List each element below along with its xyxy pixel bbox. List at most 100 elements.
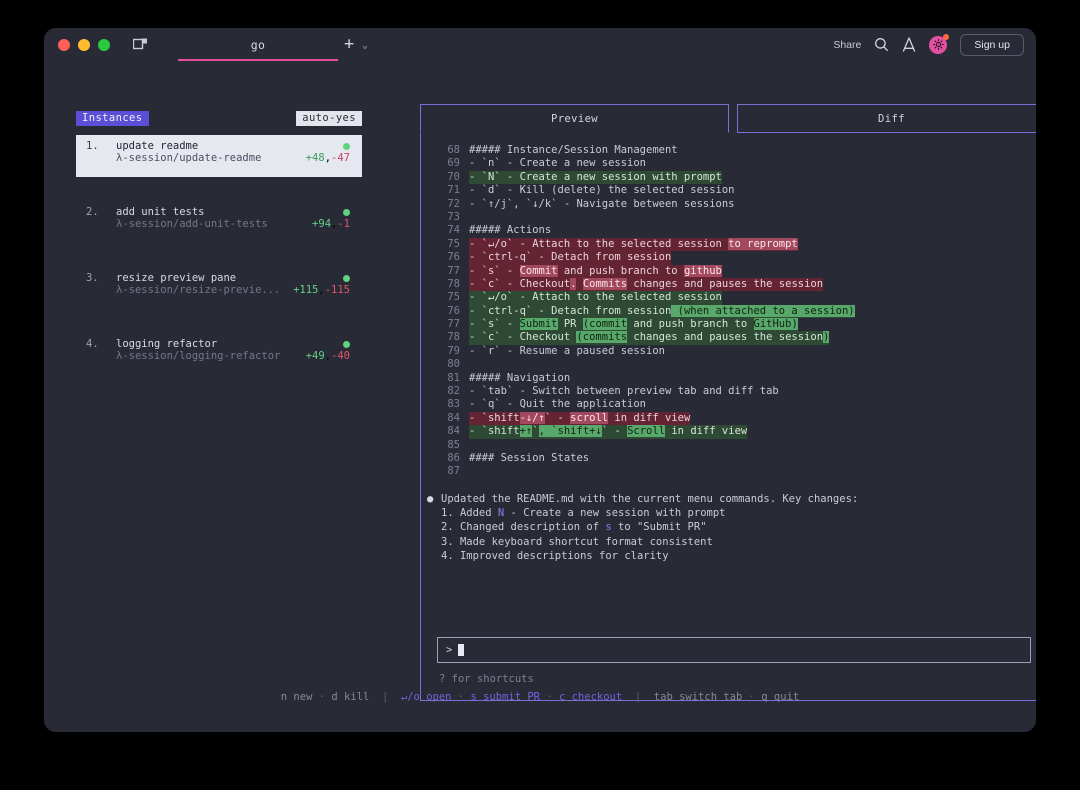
footer-shortcut[interactable]: ↵/o open — [400, 691, 452, 703]
footer-shortcut[interactable]: n new — [280, 691, 313, 703]
lines-removed: -1 — [337, 218, 350, 230]
line-text: - `shift+↑`, `shift+↓` - Scroll in diff … — [469, 425, 748, 439]
instance-diffstat: +94,-1 — [312, 218, 350, 230]
line-segment: - `tab` - Switch between preview tab and… — [469, 385, 779, 398]
footer-separator: | — [369, 691, 401, 703]
chevron-down-icon[interactable]: ⌄ — [362, 40, 369, 51]
title-bar: go + ⌄ Share — [44, 28, 1036, 61]
window-controls — [58, 38, 110, 51]
diff-line: 79 - `r` - Resume a paused session — [421, 345, 1036, 358]
line-number: 84 — [447, 411, 460, 424]
line-number: 69 — [447, 157, 460, 170]
word-highlight: scroll — [570, 411, 609, 424]
instance-index: 1. — [86, 140, 99, 152]
line-segment: - `s` - — [469, 318, 520, 331]
auto-yes-badge[interactable]: auto-yes — [296, 110, 362, 126]
gear-icon[interactable] — [929, 33, 950, 54]
close-window-icon[interactable] — [58, 38, 70, 51]
instance-row[interactable]: 1. update readme λ-session/update-readme +4… — [76, 135, 362, 177]
line-segment: - `ctrl-q` - Detach from session — [469, 251, 672, 264]
tab-diff[interactable]: Diff — [737, 104, 1036, 133]
footer-shortcut[interactable]: q quit — [761, 691, 800, 703]
line-text: - `↑/j`, `↓/k` - Navigate between sessio… — [469, 198, 735, 211]
instances-list: 1. update readme λ-session/update-readme +4… — [76, 135, 362, 375]
line-segment: - `q` - Quit the application — [469, 398, 647, 411]
instance-branch-row: λ-session/resize-previe... +115,-115 — [86, 284, 350, 296]
claude-icon[interactable] — [902, 37, 916, 52]
active-tab-underline — [178, 59, 338, 61]
shortcuts-hint: ? for shortcuts — [439, 673, 534, 685]
lines-removed: -40 — [331, 350, 350, 362]
diff-line: 80 — [421, 358, 1036, 371]
line-number: 86 — [447, 451, 460, 464]
diff-line: 68 ##### Instance/Session Management — [421, 144, 1036, 157]
line-number: 70 — [447, 170, 460, 183]
status-dot-icon — [343, 142, 350, 150]
summary-item-key: N — [497, 507, 505, 520]
word-highlight: +↑ — [519, 425, 533, 438]
line-text: - `↵/o` - Attach to the selected session… — [469, 237, 798, 252]
line-segment: in diff view — [608, 411, 691, 424]
diff-line: 75 - `↵/o` - Attach to the selected sessi… — [421, 237, 1036, 252]
line-text: - `shift-↓/↑` - scroll in diff view — [469, 411, 691, 426]
diff-line: 83 - `q` - Quit the application — [421, 398, 1036, 411]
diff-line: 75 - `↵/o` - Attach to the selected sessi… — [421, 291, 1036, 305]
status-dot-icon — [343, 274, 350, 282]
summary-item-key: s — [605, 521, 612, 534]
diff-line: 84 - `shift+↑`, `shift+↓` - Scroll in dif… — [421, 425, 1036, 439]
diff-line: 85 — [421, 439, 1036, 452]
footer-shortcuts: n new · d kill | ↵/o open · s submit PR … — [44, 691, 1036, 703]
lines-added: +94 — [312, 218, 332, 230]
line-text: - `q` - Quit the application — [469, 398, 646, 411]
instance-branch: λ-session/add-unit-tests — [116, 218, 268, 230]
line-number: 71 — [447, 184, 460, 197]
instance-title: add unit tests — [116, 206, 205, 218]
search-icon[interactable] — [874, 37, 889, 52]
instance-row[interactable]: 3. resize preview pane λ-session/resize-pr… — [76, 267, 362, 309]
diff-line: 77 - `s` - Commit and push branch to gith… — [421, 264, 1036, 278]
instance-row[interactable]: 4. logging refactor λ-session/logging-refa… — [76, 333, 362, 375]
lines-removed: -115 — [324, 284, 350, 296]
line-number: 73 — [447, 210, 460, 223]
line-number: 84 — [447, 425, 460, 438]
window-tab-label: go — [250, 37, 266, 52]
line-text: - `d` - Kill (delete) the selected sessi… — [469, 184, 735, 197]
line-number: 82 — [447, 385, 460, 398]
line-segment: - `shift — [469, 411, 520, 424]
pane-content[interactable]: 68 ##### Instance/Session Management 69 - `… — [420, 133, 1036, 701]
line-number: 85 — [447, 438, 460, 451]
footer-shortcut[interactable]: d kill — [331, 691, 370, 703]
line-segment: - `↑/j`, `↓/k` - Navigate between sessio… — [469, 197, 735, 210]
line-text: - `c` - Checkout (commits changes and pa… — [469, 331, 830, 345]
line-segment: ##### Actions — [469, 224, 552, 237]
sidebar-icon[interactable] — [132, 38, 148, 52]
word-highlight: (commits — [576, 331, 628, 344]
status-dot-icon — [343, 340, 350, 348]
minimize-window-icon[interactable] — [78, 38, 90, 51]
line-segment: - `c` - Checkout — [469, 331, 577, 344]
summary-item: 3. Made keyboard shortcut format consist… — [427, 535, 1036, 549]
footer-shortcut[interactable]: s submit PR — [470, 691, 540, 703]
footer-shortcut[interactable]: c checkout — [558, 691, 623, 703]
notification-badge — [943, 33, 950, 40]
summary-headline-row: ● Updated the README.md with the current… — [427, 492, 1036, 506]
line-segment: - `n` - Create a new session — [469, 157, 647, 170]
plus-icon[interactable]: + — [344, 34, 355, 54]
sign-up-button[interactable]: Sign up — [960, 33, 1024, 56]
word-highlight: (when attached to a session) — [671, 304, 855, 317]
instances-header: Instances auto-yes — [76, 110, 362, 126]
tab-preview-label: Preview — [550, 112, 599, 125]
word-highlight: , — [538, 425, 545, 438]
window-tab-go[interactable]: go — [178, 28, 338, 61]
tab-preview[interactable]: Preview — [420, 104, 729, 133]
maximize-window-icon[interactable] — [98, 38, 110, 51]
tab-diff-label: Diff — [878, 112, 905, 125]
footer-shortcut[interactable]: tab switch tab — [653, 691, 743, 703]
line-text: ##### Instance/Session Management — [469, 144, 678, 157]
instance-row[interactable]: 2. add unit tests λ-session/add-unit-tests… — [76, 201, 362, 243]
diff-line: 73 — [421, 211, 1036, 224]
prompt-input[interactable]: > — [437, 637, 1031, 663]
line-number: 79 — [447, 344, 460, 357]
share-button[interactable]: Share — [833, 38, 862, 51]
line-text: - `s` - Commit and push branch to github — [469, 264, 722, 278]
